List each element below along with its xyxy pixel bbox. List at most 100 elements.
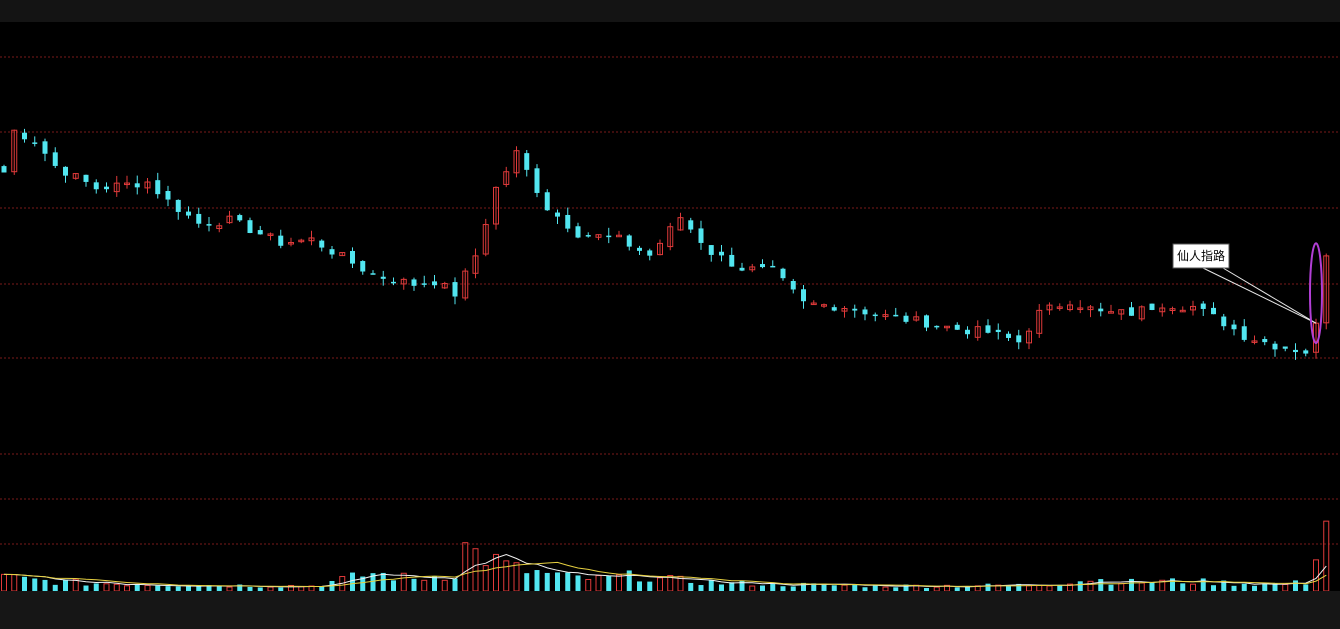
volume-bar	[1016, 583, 1022, 591]
volume-bar	[421, 579, 428, 591]
candle-body	[196, 213, 202, 224]
candle-body	[595, 234, 602, 238]
volume-bar	[226, 586, 233, 591]
volume-bar	[698, 585, 704, 591]
candle-body	[155, 180, 161, 195]
volume-bar	[924, 588, 929, 591]
candle-body	[124, 182, 130, 186]
volume-bar	[319, 586, 325, 591]
volume-bar	[1241, 583, 1247, 591]
volume-bar	[83, 585, 89, 591]
volume-bar	[821, 583, 827, 591]
candle-body	[308, 237, 315, 242]
volume-bar	[534, 570, 540, 591]
candle-body	[1262, 339, 1268, 343]
volume-bar	[216, 585, 222, 591]
candle-body	[882, 314, 889, 318]
candle-body	[555, 212, 560, 217]
candle-body	[83, 174, 89, 182]
candle-body	[1077, 307, 1084, 310]
candle-body	[626, 235, 632, 247]
candle-body	[513, 150, 520, 174]
volume-bar	[1180, 583, 1186, 591]
candle-body	[934, 325, 940, 328]
annotation-label: 仙人指路	[1177, 248, 1225, 263]
candle-body	[657, 242, 663, 256]
candle-body	[267, 233, 274, 236]
candle-body	[391, 281, 396, 284]
volume-bar	[729, 582, 735, 591]
volume-bar	[370, 573, 376, 591]
volume-bar	[247, 586, 253, 591]
volume-bar	[503, 560, 510, 591]
volume-bar	[760, 585, 765, 591]
candle-body	[380, 276, 386, 279]
candle-body	[400, 278, 407, 285]
candle-body	[1272, 343, 1278, 350]
volume-bar	[985, 583, 991, 591]
candle-body	[32, 142, 38, 144]
annotation-pointer-line	[1222, 267, 1317, 324]
annotation-label-box	[1172, 243, 1230, 269]
volume-bar	[954, 587, 960, 591]
candle-body	[575, 226, 581, 238]
candle-body	[226, 215, 233, 224]
volume-bar	[52, 584, 58, 591]
candle-body	[749, 266, 756, 271]
volume-bar	[350, 572, 355, 591]
candle-body	[206, 224, 212, 226]
candle-body	[452, 282, 458, 297]
volume-bar	[657, 577, 663, 591]
candle-body	[42, 141, 48, 154]
candle-body	[810, 302, 817, 306]
candle-body	[924, 315, 929, 328]
volume-bar	[1262, 583, 1268, 591]
candle-body	[237, 215, 243, 221]
candle-body	[841, 307, 848, 312]
candle-body	[411, 279, 417, 286]
candle-body	[1056, 306, 1063, 309]
volume-bar	[63, 579, 68, 591]
candle-body	[1046, 304, 1053, 311]
candle-body	[995, 329, 1001, 333]
candle-body	[893, 314, 899, 317]
volume-bar	[606, 575, 612, 591]
volume-bar	[462, 542, 469, 591]
volume-bar	[637, 581, 642, 591]
volume-bar	[144, 584, 151, 591]
volume-bar	[831, 585, 837, 591]
candle-body	[1241, 326, 1247, 340]
candle-body	[339, 252, 346, 257]
candle-body	[63, 166, 68, 176]
volume-bar	[1108, 584, 1114, 591]
annotation-layer: 仙人指路	[1172, 242, 1323, 345]
candle-body	[1129, 307, 1134, 316]
volume-bar	[585, 578, 592, 591]
volume-bar	[186, 586, 191, 591]
candle-body	[544, 192, 550, 211]
volume-bar	[1303, 584, 1309, 591]
volume-bar	[1211, 585, 1216, 591]
candle-body	[360, 261, 366, 272]
candle-body	[1098, 308, 1104, 312]
candle-body	[698, 228, 704, 243]
volume-bar	[360, 576, 366, 591]
volume-bar	[647, 581, 653, 591]
candle-body	[441, 283, 448, 289]
candle-body	[1087, 306, 1094, 311]
volume-bar	[626, 570, 632, 591]
candle-body	[534, 168, 540, 193]
volume-bar	[719, 584, 724, 591]
candle-body	[22, 132, 27, 140]
candle-body	[186, 211, 191, 216]
volume-bar	[1129, 578, 1134, 591]
candle-body	[760, 264, 765, 268]
volume-bar	[1170, 578, 1175, 591]
candle-body	[708, 245, 714, 255]
volume-bar	[708, 580, 714, 591]
candle-body	[1200, 303, 1206, 309]
volume-bar	[237, 584, 243, 591]
volume-bar	[852, 584, 858, 591]
volume-bar	[1006, 585, 1011, 591]
volume-bar	[688, 582, 694, 591]
